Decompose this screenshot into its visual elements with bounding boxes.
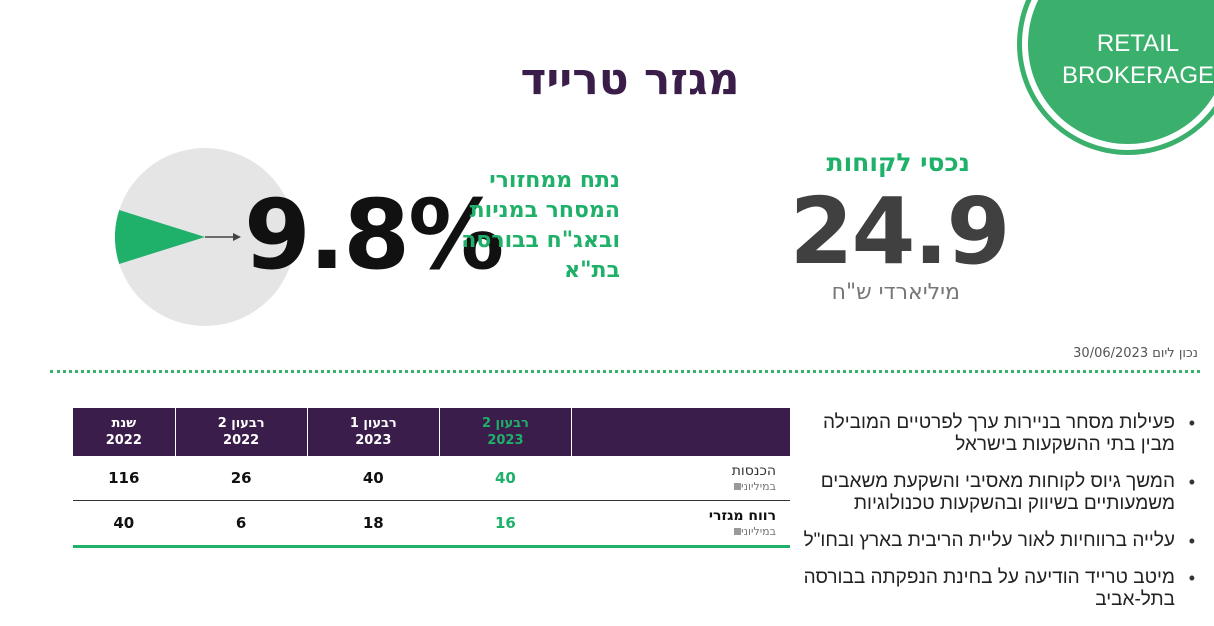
row-label: הכנסות — [731, 462, 776, 479]
header-q2-2022: רבעון 2 2022 — [174, 408, 308, 456]
header-line: 2022 — [105, 433, 142, 448]
section-divider — [50, 370, 1200, 373]
header-line: רבעון 1 — [349, 416, 397, 431]
table-cell: 6 — [175, 500, 308, 548]
header-q2-2023: רבעון 2 2023 — [438, 408, 572, 456]
market-share-description: נתח ממחזורי המסחר במניות ובאג"ח בבורסה ב… — [461, 168, 620, 283]
header-line: רבעון 2 — [217, 416, 265, 431]
header-line: רבעון 2 — [481, 416, 529, 431]
highlights-list: פעילות מסחר בניירות ערך לפרטיים המובילה … — [795, 412, 1195, 626]
list-item: מיטב טרייד הודיעה על בחינת הנפקתה בבורסה… — [795, 567, 1195, 611]
market-share-value: 9.8% — [244, 179, 504, 291]
table-cell: 26 — [175, 456, 308, 501]
table-cell: 40 — [307, 456, 440, 501]
row-sublabel: במיליוני — [572, 524, 776, 539]
table-cell: 18 — [307, 500, 440, 548]
table-header-row: רבעון 2 2023 רבעון 1 2023 רבעון 2 2022 ש… — [72, 408, 790, 456]
table-cell: 116 — [72, 456, 176, 501]
client-assets-label: נכסי לקוחות — [826, 148, 971, 177]
row-sublabel: במיליוני — [572, 479, 776, 494]
pie-pointer-arrow — [233, 233, 241, 241]
pie-slice-share — [115, 210, 205, 264]
list-item: המשך גיוס לקוחות מאסיבי והשקעת משאבים מש… — [795, 471, 1195, 515]
row-label: רווח מגזרי — [708, 507, 776, 524]
row-label-cell: רווח מגזרי במיליוני — [571, 500, 790, 548]
row-sublabel-text: במיליוני — [741, 479, 776, 493]
table-row: רווח מגזרי במיליוני 16 18 6 40 — [72, 500, 790, 548]
table-cell: 16 — [439, 500, 572, 548]
financial-table: רבעון 2 2023 רבעון 1 2023 רבעון 2 2022 ש… — [72, 408, 790, 548]
table-row: הכנסות במיליוני 40 40 26 116 — [72, 456, 790, 501]
client-assets-value: 24.9 — [789, 178, 1011, 285]
pie-svg — [115, 148, 295, 326]
list-item: עלייה ברווחיות לאור עליית הריבית בארץ וב… — [795, 530, 1195, 552]
badge-label: RETAIL BROKERAGE — [1048, 28, 1214, 92]
header-label-col — [571, 408, 790, 456]
header-line: 2023 — [487, 433, 524, 448]
header-q1-2023: רבעון 1 2023 — [306, 408, 440, 456]
unit-icon — [734, 528, 742, 535]
table-cell: 40 — [439, 456, 572, 501]
table-cell: 40 — [72, 500, 176, 548]
page-title: מגזר טרייד — [520, 54, 740, 105]
row-sublabel-text: במיליוני — [741, 524, 776, 538]
row-label-cell: הכנסות במיליוני — [571, 456, 790, 501]
header-year-2022: שנת 2022 — [72, 408, 176, 456]
header-line: שנת — [111, 416, 137, 431]
badge-line-1: RETAIL — [1096, 30, 1180, 57]
unit-icon — [734, 483, 742, 490]
as-of-date: נכון ליום 30/06/2023 — [1073, 346, 1198, 361]
badge-line-2: BROKERAGE — [1061, 62, 1214, 89]
client-assets-unit: מיליארדי ש"ח — [831, 280, 960, 305]
header-line: 2023 — [355, 433, 392, 448]
header-line: 2022 — [223, 433, 260, 448]
market-share-pie — [115, 148, 315, 328]
list-item: פעילות מסחר בניירות ערך לפרטיים המובילה … — [795, 412, 1195, 456]
